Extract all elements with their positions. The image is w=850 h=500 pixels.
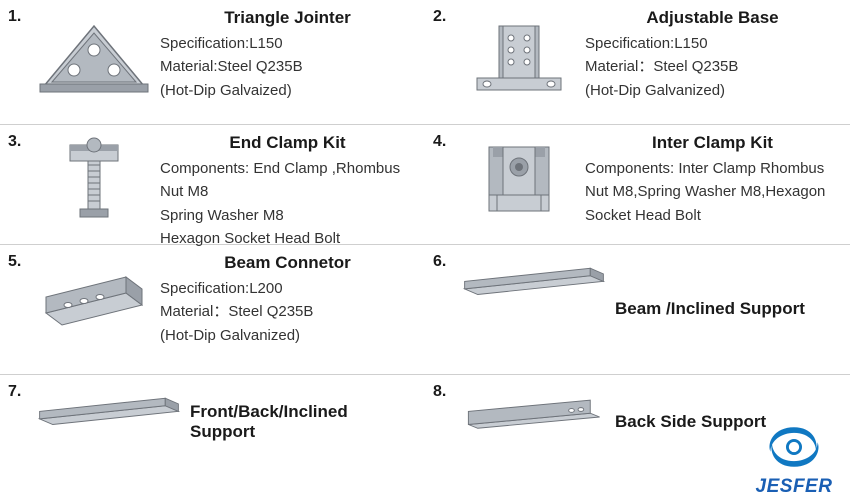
item-number: 3. bbox=[8, 133, 34, 238]
item-5-info: Beam Connetor Specification:L200 Materia… bbox=[154, 253, 415, 368]
item-2-image bbox=[459, 8, 579, 98]
item-line: Spring Washer M8 bbox=[160, 204, 415, 227]
item-title: Beam /Inclined Support bbox=[615, 299, 805, 319]
item-title: End Clamp Kit bbox=[160, 133, 415, 153]
item-6-info: Beam /Inclined Support bbox=[609, 253, 840, 368]
cell-item-4: 4. Inter Clamp Kit Components: Inter Cla bbox=[425, 125, 850, 244]
item-title: Adjustable Base bbox=[585, 8, 840, 28]
rail-long-icon bbox=[459, 257, 609, 304]
row-1: 1. Triangle Jointer Specification:L150 M… bbox=[0, 0, 850, 125]
item-material: Material：Steel Q235B bbox=[585, 55, 840, 78]
item-number: 8. bbox=[433, 383, 459, 464]
item-number: 4. bbox=[433, 133, 459, 238]
item-number: 7. bbox=[8, 383, 34, 464]
triangle-jointer-icon bbox=[34, 8, 154, 98]
row-4: 7. Front/Back/Inclined Support 8. bbox=[0, 375, 850, 470]
item-spec: Specification:L150 bbox=[585, 32, 840, 55]
catalog-container: 1. Triangle Jointer Specification:L150 M… bbox=[0, 0, 850, 500]
cell-item-2: 2. Adjustable Base Specific bbox=[425, 0, 850, 124]
angle-support-icon bbox=[459, 387, 609, 434]
cell-item-7: 7. Front/Back/Inclined Support bbox=[0, 375, 425, 470]
item-4-image bbox=[459, 133, 579, 223]
item-material: Material:Steel Q235B bbox=[160, 55, 415, 78]
item-line: Nut M8,Spring Washer M8,Hexagon bbox=[585, 180, 840, 203]
item-finish: (Hot-Dip Galvanized) bbox=[585, 79, 840, 102]
item-line: Components: End Clamp ,Rhombus Nut M8 bbox=[160, 157, 415, 204]
cell-item-3: 3. End Clamp Kit Components: End Clamp ,… bbox=[0, 125, 425, 244]
item-2-info: Adjustable Base Specification:L150 Mater… bbox=[579, 8, 840, 118]
row-3: 5. Beam Connetor Specification:L200 Mate… bbox=[0, 245, 850, 375]
item-3-info: End Clamp Kit Components: End Clamp ,Rho… bbox=[154, 133, 415, 238]
row-2: 3. End Clamp Kit Components: End Clamp ,… bbox=[0, 125, 850, 245]
cell-item-5: 5. Beam Connetor Specification:L200 Mate… bbox=[0, 245, 425, 374]
item-7-image bbox=[34, 383, 184, 438]
item-title: Inter Clamp Kit bbox=[585, 133, 840, 153]
item-number: 5. bbox=[8, 253, 34, 368]
item-1-image bbox=[34, 8, 154, 98]
item-title: Triangle Jointer bbox=[160, 8, 415, 28]
rail-long-icon bbox=[34, 387, 184, 434]
item-8-image bbox=[459, 383, 609, 438]
item-line: Socket Head Bolt bbox=[585, 204, 840, 227]
item-6-image bbox=[459, 253, 609, 308]
item-number: 2. bbox=[433, 8, 459, 118]
item-spec: Specification:L200 bbox=[160, 277, 415, 300]
end-clamp-icon bbox=[34, 133, 154, 223]
item-4-info: Inter Clamp Kit Components: Inter Clamp … bbox=[579, 133, 840, 238]
item-7-info: Front/Back/Inclined Support bbox=[184, 383, 415, 464]
item-number: 6. bbox=[433, 253, 459, 368]
beam-connector-icon bbox=[34, 253, 154, 343]
brand-logo: JESFER bbox=[744, 423, 844, 498]
item-title: Front/Back/Inclined Support bbox=[190, 402, 415, 442]
item-finish: (Hot-Dip Galvanized) bbox=[160, 324, 415, 347]
logo-swirl-icon bbox=[761, 423, 827, 471]
item-3-image bbox=[34, 133, 154, 223]
item-line: Components: Inter Clamp Rhombus bbox=[585, 157, 840, 180]
adjustable-base-icon bbox=[459, 8, 579, 98]
cell-item-1: 1. Triangle Jointer Specification:L150 M… bbox=[0, 0, 425, 124]
logo-text: JESFER bbox=[744, 476, 844, 498]
item-finish: (Hot-Dip Galvaized) bbox=[160, 79, 415, 102]
item-material: Material：Steel Q235B bbox=[160, 300, 415, 323]
cell-item-6: 6. Beam /Inclined Support bbox=[425, 245, 850, 374]
item-1-info: Triangle Jointer Specification:L150 Mate… bbox=[154, 8, 415, 118]
item-spec: Specification:L150 bbox=[160, 32, 415, 55]
inter-clamp-icon bbox=[459, 133, 579, 223]
product-grid: 1. Triangle Jointer Specification:L150 M… bbox=[0, 0, 850, 470]
item-title: Beam Connetor bbox=[160, 253, 415, 273]
item-number: 1. bbox=[8, 8, 34, 118]
item-5-image bbox=[34, 253, 154, 343]
